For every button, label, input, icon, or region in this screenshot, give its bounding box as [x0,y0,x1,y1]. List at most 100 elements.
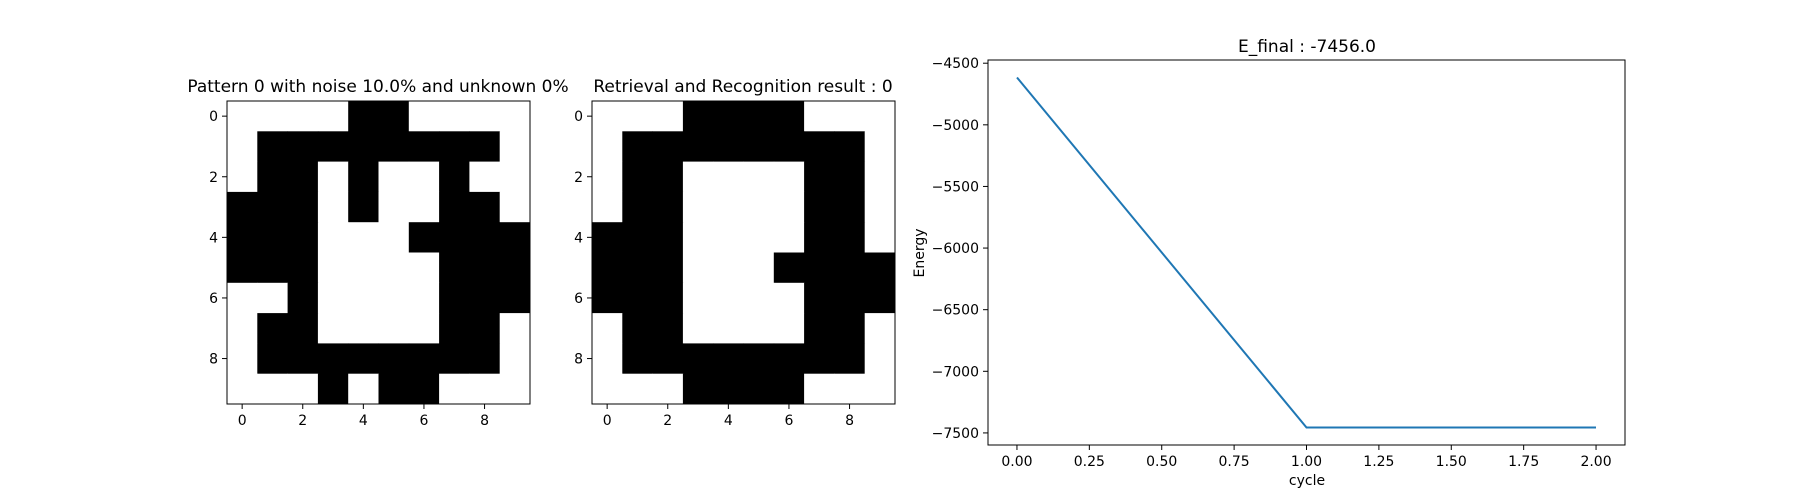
retrieval-result-cell [713,252,744,284]
noisy-pattern-cell [287,252,319,284]
noisy-pattern-cell [378,343,410,375]
retrieval-result-cell [652,161,684,193]
retrieval-result-cell [834,343,866,375]
noisy-pattern-x-tick-label: 6 [419,413,428,429]
retrieval-result-cell [682,131,714,162]
retrieval-result-cell [773,282,805,314]
retrieval-result-cell [592,373,623,405]
noisy-pattern-cell [287,191,319,223]
noisy-pattern-cell [227,313,258,344]
retrieval-result-cell [773,101,805,132]
retrieval-result-cell [834,282,866,314]
noisy-pattern-cell [499,252,531,284]
noisy-pattern-cell [348,222,379,253]
noisy-pattern-cell [378,101,410,132]
retrieval-result-cell [622,282,653,314]
retrieval-result-cell [622,373,653,405]
noisy-pattern-cell [317,313,349,344]
noisy-pattern-cell [348,373,379,405]
noisy-pattern-cell [439,343,470,375]
retrieval-result-cell [592,161,623,193]
retrieval-result-cell [713,313,744,344]
noisy-pattern-cell [227,373,258,405]
noisy-pattern-cell [227,282,258,314]
retrieval-result-cell [713,222,744,253]
retrieval-result-x-tick-label: 8 [845,413,854,429]
retrieval-result-cell [682,343,714,375]
retrieval-result-cell [743,222,775,253]
energy-x-tick-label: 1.75 [1508,454,1539,470]
retrieval-result-y-tick-label: 4 [574,230,583,246]
noisy-pattern-cell [469,373,501,405]
retrieval-result-cell [682,282,714,314]
noisy-pattern-cell [408,313,440,344]
retrieval-result-cell [622,191,653,223]
retrieval-result-cell [592,222,623,253]
retrieval-result-cell [713,373,744,405]
noisy-pattern-cell [257,252,288,284]
noisy-pattern-cell [317,101,349,132]
noisy-pattern-y-axis: 0 2 4 6 8 [209,109,227,368]
noisy-pattern-cell [287,222,319,253]
retrieval-result-cell [834,373,866,405]
noisy-pattern-cell [378,373,410,405]
retrieval-result-cell [773,191,805,223]
retrieval-result-cell [804,101,835,132]
retrieval-result-cell [592,343,623,375]
retrieval-result-cell [864,313,896,344]
energy-y-tick-label: −6000 [932,241,979,257]
noisy-pattern-cell [408,252,440,284]
retrieval-result-cell [713,191,744,223]
noisy-pattern-cell [469,131,501,162]
noisy-pattern-cell [469,222,501,253]
noisy-pattern-cell [439,313,470,344]
noisy-pattern-cell [378,191,410,223]
noisy-pattern-cell [469,343,501,375]
energy-x-tick-label: 0.50 [1146,454,1177,470]
retrieval-result-cell [682,101,714,132]
retrieval-result-cell [834,252,866,284]
noisy-pattern-cell [469,282,501,314]
retrieval-result-cell [804,222,835,253]
energy-x-tick-label: 0.25 [1074,454,1105,470]
retrieval-result-cell [622,161,653,193]
noisy-pattern-cell [257,373,288,405]
noisy-pattern-cell [499,343,531,375]
retrieval-result-cell [682,373,714,405]
noisy-pattern-frame [226,100,531,405]
retrieval-result-cell [864,373,896,405]
energy-y-tick-label: −7500 [932,426,979,442]
retrieval-result-cell [713,101,744,132]
retrieval-result-cell [804,131,835,162]
noisy-pattern-cell [499,313,531,344]
retrieval-result-cell [864,101,896,132]
retrieval-result-cell [622,313,653,344]
retrieval-result-cell [592,191,623,223]
noisy-pattern-cell [499,282,531,314]
noisy-pattern-cell [287,282,319,314]
retrieval-result-cell [592,313,623,344]
retrieval-result-cell [864,161,896,193]
noisy-pattern-cell [408,343,440,375]
retrieval-result-cell [652,131,684,162]
energy-series-points [1016,77,1597,428]
noisy-pattern-cell [408,222,440,253]
retrieval-result-cell [652,222,684,253]
noisy-pattern-cells [227,101,531,405]
noisy-pattern-cell [257,131,288,162]
noisy-pattern-cell [499,373,531,405]
noisy-pattern-cell [227,191,258,223]
energy-chart-title: E_final : -7456.0 [1238,37,1376,57]
retrieval-result-cell [804,282,835,314]
retrieval-result-cell [622,101,653,132]
retrieval-result-cell [652,343,684,375]
retrieval-result-cell [804,313,835,344]
retrieval-result-cell [592,252,623,284]
noisy-pattern-y-tick-label: 0 [209,109,218,125]
retrieval-result-cell [652,191,684,223]
retrieval-result-cell [834,101,866,132]
retrieval-result-y-tick-label: 0 [574,109,583,125]
retrieval-result-cells [592,101,896,405]
retrieval-result-cell [773,131,805,162]
noisy-pattern-cell [499,161,531,193]
